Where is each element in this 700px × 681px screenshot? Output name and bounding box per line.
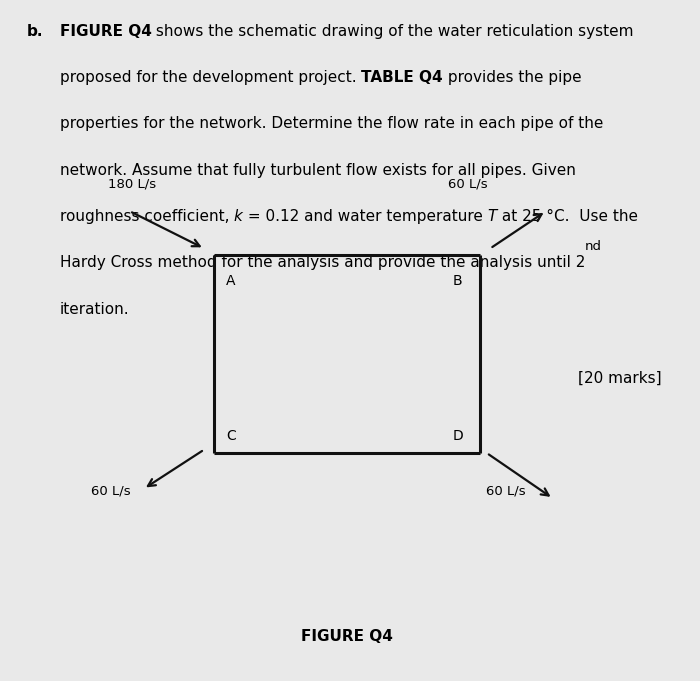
Text: shows the schematic drawing of the water reticulation system: shows the schematic drawing of the water… [151, 24, 634, 39]
Text: iteration.: iteration. [60, 302, 129, 317]
Text: C: C [226, 429, 236, 443]
Text: [20 marks]: [20 marks] [578, 371, 661, 386]
Text: network. Assume that fully turbulent flow exists for all pipes. Given: network. Assume that fully turbulent flo… [60, 163, 575, 178]
Text: FIGURE Q4: FIGURE Q4 [60, 24, 151, 39]
Text: Hardy Cross method for the analysis and provide the analysis until 2: Hardy Cross method for the analysis and … [60, 255, 585, 270]
Text: nd: nd [585, 240, 602, 253]
Text: 180 L/s: 180 L/s [108, 178, 157, 191]
Text: B: B [453, 274, 463, 288]
Text: b.: b. [27, 24, 43, 39]
Text: 60 L/s: 60 L/s [91, 484, 131, 497]
Text: A: A [226, 274, 236, 288]
Text: at 25 °C.  Use the: at 25 °C. Use the [497, 209, 638, 224]
Text: T: T [487, 209, 497, 224]
Text: TABLE Q4: TABLE Q4 [361, 70, 442, 85]
Text: provides the pipe: provides the pipe [442, 70, 581, 85]
Text: proposed for the development project.: proposed for the development project. [60, 70, 361, 85]
Text: D: D [453, 429, 463, 443]
Text: FIGURE Q4: FIGURE Q4 [300, 629, 393, 644]
Text: roughness coefficient,: roughness coefficient, [60, 209, 234, 224]
Text: = 0.12 and water temperature: = 0.12 and water temperature [243, 209, 487, 224]
Text: 60 L/s: 60 L/s [448, 178, 488, 191]
Text: 60 L/s: 60 L/s [486, 484, 526, 497]
Text: properties for the network. Determine the flow rate in each pipe of the: properties for the network. Determine th… [60, 116, 603, 131]
Text: k: k [234, 209, 243, 224]
